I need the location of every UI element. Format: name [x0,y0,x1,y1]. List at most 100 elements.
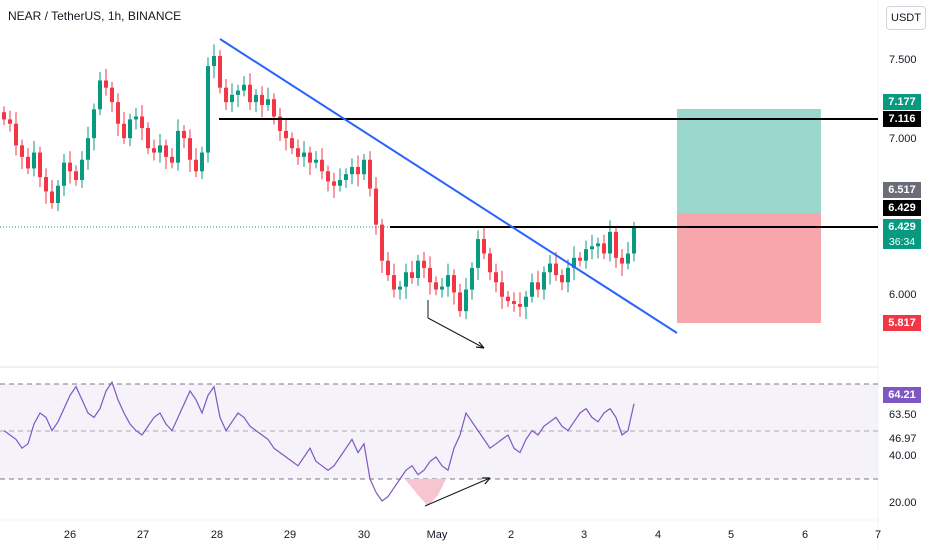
candle-body[interactable] [500,282,504,297]
price-divergence-line[interactable] [427,317,485,349]
candle-body[interactable] [260,94,264,105]
candle-body[interactable] [548,263,552,273]
candle-body[interactable] [272,99,276,117]
candle-body[interactable] [68,162,72,172]
candle-body[interactable] [284,130,288,139]
candle-body[interactable] [446,275,450,287]
candle-body[interactable] [8,119,12,124]
candle-body[interactable] [518,303,522,307]
candle-body[interactable] [386,260,390,276]
candle-body[interactable] [242,84,246,91]
candle-body[interactable] [290,138,294,149]
candle-body[interactable] [230,94,234,103]
candle-body[interactable] [584,249,588,261]
candle-body[interactable] [2,112,6,120]
candle-body[interactable] [524,296,528,307]
candle-body[interactable] [464,289,468,312]
candle-body[interactable] [344,174,348,180]
candle-body[interactable] [194,159,198,172]
candle-body[interactable] [140,116,144,129]
candle-body[interactable] [494,272,498,283]
candle-body[interactable] [254,94,258,103]
candle-body[interactable] [476,239,480,268]
candle-body[interactable] [14,123,18,146]
symbol-title[interactable]: NEAR / TetherUS, 1h, BINANCE [8,9,182,23]
candle-body[interactable] [590,246,594,250]
candle-body[interactable] [164,145,168,157]
candle-body[interactable] [278,116,282,131]
candle-body[interactable] [380,224,384,261]
candle-body[interactable] [320,159,324,172]
candle-body[interactable] [308,152,312,163]
candle-body[interactable] [608,231,612,254]
candle-body[interactable] [314,159,318,163]
candle-body[interactable] [134,116,138,120]
candle-body[interactable] [536,282,540,290]
profit-zone[interactable] [677,109,821,213]
candle-body[interactable] [62,162,66,186]
candle-body[interactable] [38,152,42,178]
candle-body[interactable] [152,148,156,153]
candle-body[interactable] [632,227,636,254]
candle-body[interactable] [170,156,174,163]
candle-body[interactable] [470,267,474,290]
candle-body[interactable] [482,239,486,254]
candle-body[interactable] [224,87,228,103]
candle-body[interactable] [218,55,222,88]
candle-body[interactable] [104,80,108,88]
candle-body[interactable] [512,301,516,304]
candle-body[interactable] [602,243,606,254]
candle-body[interactable] [176,130,180,163]
candle-body[interactable] [26,156,30,169]
candle-body[interactable] [302,152,306,157]
candle-body[interactable] [392,275,396,290]
candle-body[interactable] [350,166,354,175]
candle-body[interactable] [338,179,342,186]
candle-body[interactable] [620,257,624,264]
candle-body[interactable] [356,166,360,175]
candle-body[interactable] [98,80,102,110]
candle-body[interactable] [32,152,36,169]
candle-body[interactable] [188,138,192,160]
candle-body[interactable] [122,123,126,139]
loss-zone[interactable] [677,213,821,323]
candle-body[interactable] [596,243,600,247]
candle-body[interactable] [572,257,576,268]
candle-body[interactable] [566,267,570,283]
candle-body[interactable] [236,90,240,95]
currency-button[interactable]: USDT [886,6,926,30]
candle-body[interactable] [362,159,366,175]
candle-body[interactable] [428,267,432,283]
candle-body[interactable] [458,292,462,312]
candle-body[interactable] [20,145,24,157]
candle-body[interactable] [158,145,162,153]
candle-body[interactable] [530,282,534,297]
candle-body[interactable] [506,296,510,302]
candle-body[interactable] [200,152,204,172]
candle-body[interactable] [434,282,438,290]
candle-body[interactable] [50,191,54,204]
candle-body[interactable] [296,148,300,157]
candle-body[interactable] [212,55,216,67]
candle-body[interactable] [452,275,456,293]
candle-body[interactable] [614,231,618,258]
candle-body[interactable] [398,286,402,290]
candle-body[interactable] [266,99,270,105]
candle-body[interactable] [554,263,558,276]
candle-body[interactable] [560,275,564,283]
candle-body[interactable] [248,84,252,103]
candle-body[interactable] [128,119,132,139]
candle-body[interactable] [416,260,420,278]
candle-body[interactable] [488,253,492,273]
candle-body[interactable] [110,87,114,103]
candle-body[interactable] [74,171,78,180]
candle-body[interactable] [374,188,378,225]
candle-body[interactable] [146,128,150,149]
candle-body[interactable] [578,257,582,261]
candle-body[interactable] [56,185,60,204]
candle-body[interactable] [80,159,84,180]
candle-body[interactable] [626,253,630,264]
candle-body[interactable] [404,272,408,287]
candle-body[interactable] [182,130,186,139]
